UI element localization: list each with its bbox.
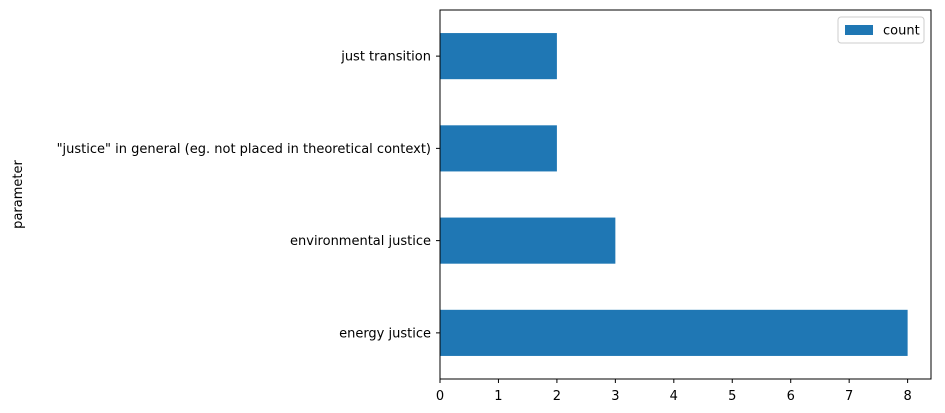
x-tick-label: 8 xyxy=(903,389,911,404)
y-tick-label: "justice" in general (eg. not placed in … xyxy=(57,142,431,157)
x-tick-label: 3 xyxy=(611,389,619,404)
y-tick-label: just transition xyxy=(340,50,431,65)
y-tick-label: environmental justice xyxy=(290,234,431,249)
x-tick-label: 6 xyxy=(787,389,795,404)
legend-swatch-count xyxy=(845,25,873,35)
bar xyxy=(440,33,557,80)
legend: count xyxy=(837,16,925,44)
bars-group xyxy=(440,33,908,356)
x-tick-label: 4 xyxy=(670,389,678,404)
y-axis-label: parameter xyxy=(11,160,26,229)
bar xyxy=(440,125,557,172)
x-tick-label: 5 xyxy=(728,389,736,404)
x-tick-label: 2 xyxy=(553,389,561,404)
y-tick-label: energy justice xyxy=(339,326,431,341)
bar xyxy=(440,217,616,264)
plot-frame xyxy=(439,9,932,380)
x-ticks-group: 0 1 2 3 4 5 6 7 8 xyxy=(436,379,912,404)
bar xyxy=(440,309,908,356)
y-ticks-group: energy justice environmental justice "just… xyxy=(57,50,440,341)
legend-box xyxy=(837,16,925,44)
x-tick-label: 7 xyxy=(845,389,853,404)
legend-label-count: count xyxy=(883,24,920,39)
x-tick-label: 0 xyxy=(436,389,444,404)
x-tick-label: 1 xyxy=(494,389,502,404)
